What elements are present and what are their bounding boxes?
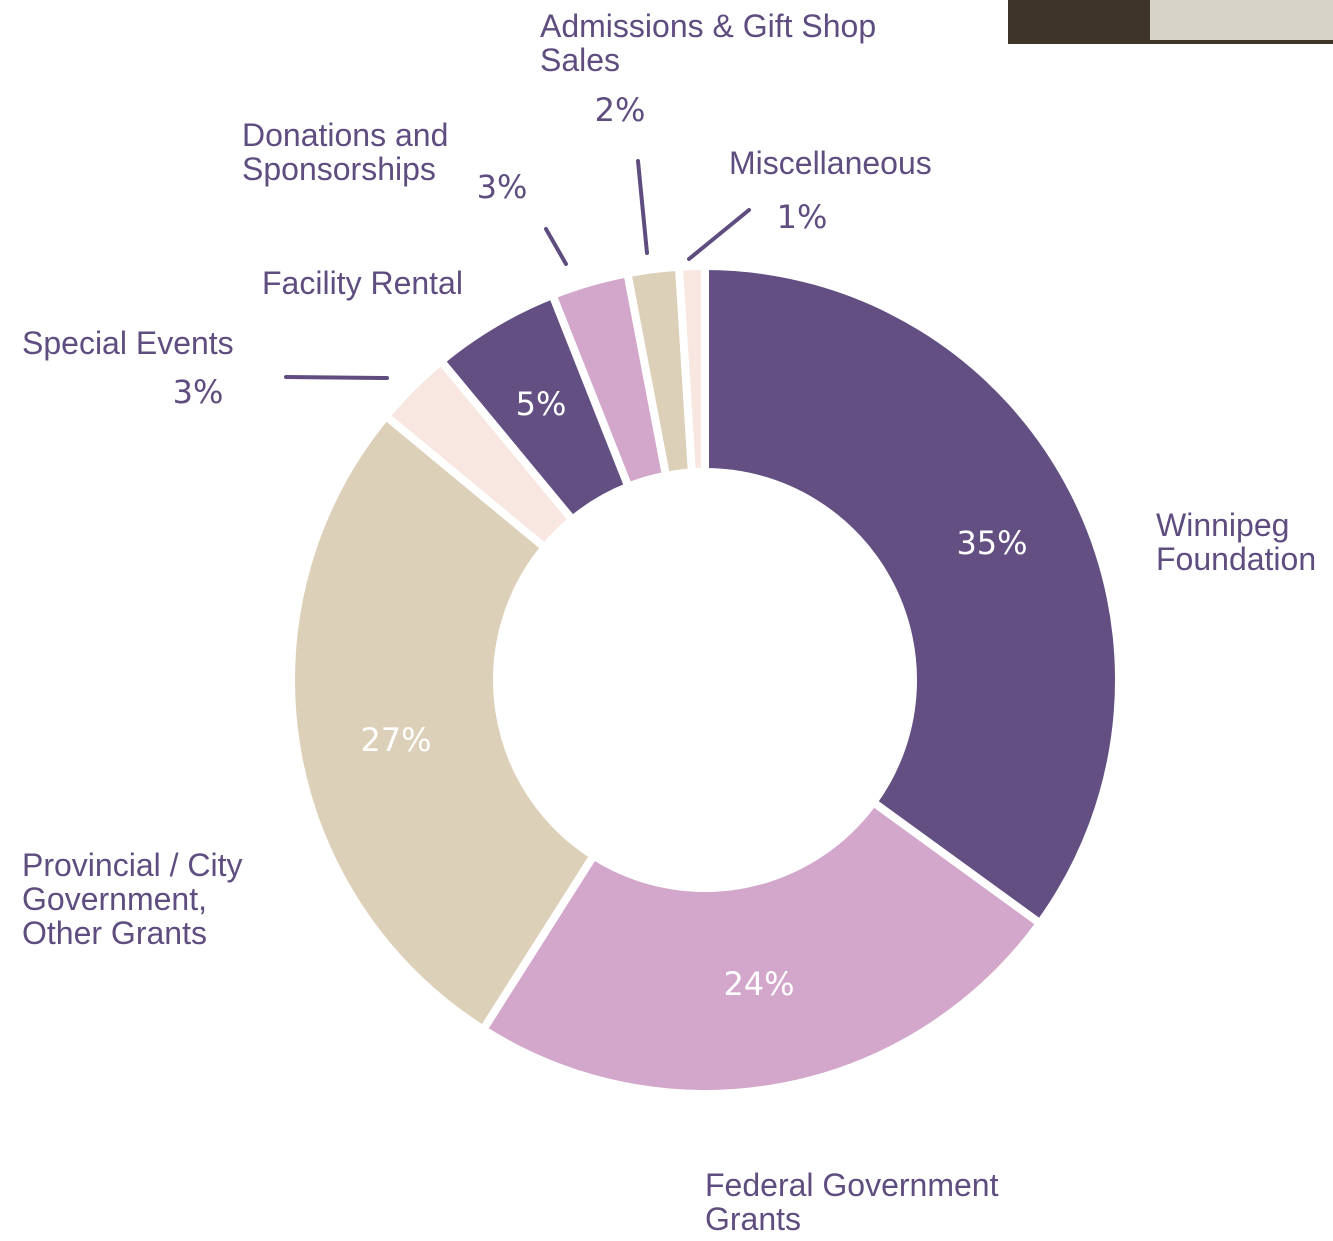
value-label: 35% <box>956 524 1028 562</box>
slice <box>701 261 1123 929</box>
leader-line <box>687 208 751 261</box>
leader-lines <box>284 159 751 380</box>
category-label: Special Events <box>22 325 234 361</box>
leader-line <box>544 227 568 266</box>
category-label: Donations and Sponsorships <box>242 117 449 187</box>
category-label: Facility Rental <box>262 265 463 301</box>
header-photo-detail <box>1150 0 1333 40</box>
slice <box>287 410 600 1036</box>
value-label: 5% <box>515 385 567 423</box>
category-label: Winnipeg Foundation <box>1156 507 1317 577</box>
category-label: Admissions & Gift Shop Sales <box>540 8 877 78</box>
leader-line <box>284 375 389 380</box>
category-label: Provincial / City Government, Other Gran… <box>22 847 243 951</box>
slice <box>674 261 709 477</box>
leader-line <box>636 159 649 255</box>
category-label: Miscellaneous <box>729 145 932 181</box>
category-label: Federal Government Grants <box>705 1167 999 1237</box>
value-label: 24% <box>723 965 795 1003</box>
value-label: 1% <box>776 198 828 236</box>
value-label: 3% <box>172 373 224 411</box>
value-label: 27% <box>360 721 432 759</box>
value-label: 3% <box>476 168 528 206</box>
slice <box>477 796 1046 1098</box>
value-label: 2% <box>594 91 646 129</box>
